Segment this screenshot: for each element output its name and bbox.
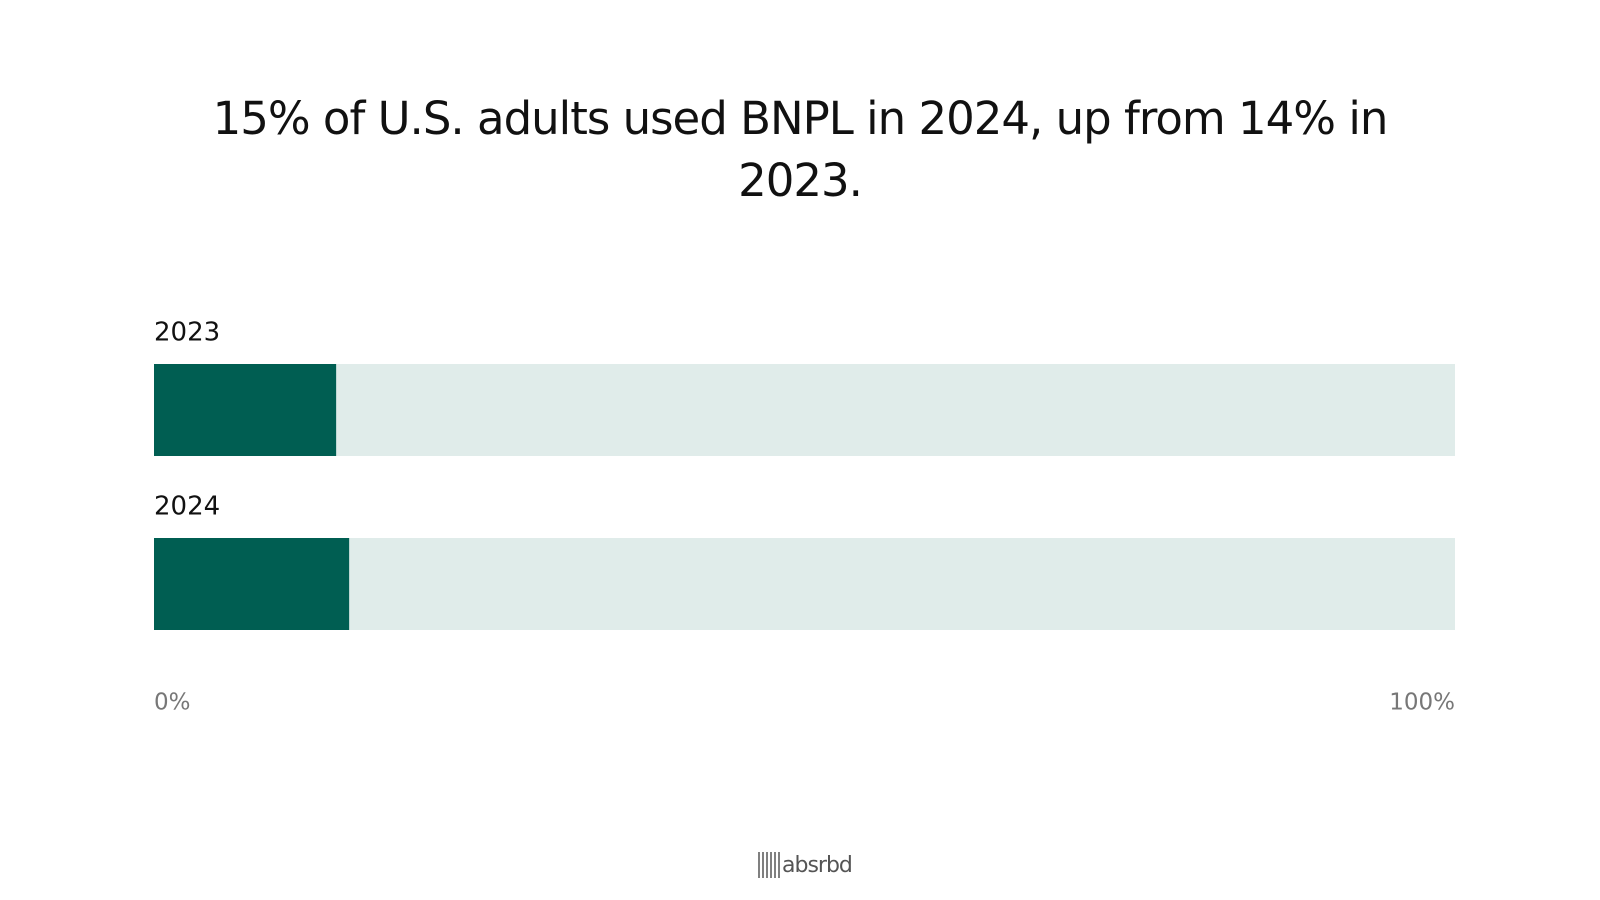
bar bbox=[154, 538, 350, 630]
category-label: 2024 bbox=[154, 492, 220, 522]
brand: absrbd bbox=[782, 853, 852, 878]
bar bbox=[154, 364, 337, 456]
chart-title: 15% of U.S. adults used BNPL in 2024, up… bbox=[212, 92, 1389, 207]
bar-track bbox=[154, 364, 1455, 456]
brand-icon bbox=[758, 852, 780, 878]
bar-track bbox=[154, 538, 1455, 630]
category-label: 2023 bbox=[154, 318, 220, 348]
x-tick-label: 100% bbox=[1389, 690, 1455, 716]
x-tick-label: 0% bbox=[154, 690, 191, 716]
